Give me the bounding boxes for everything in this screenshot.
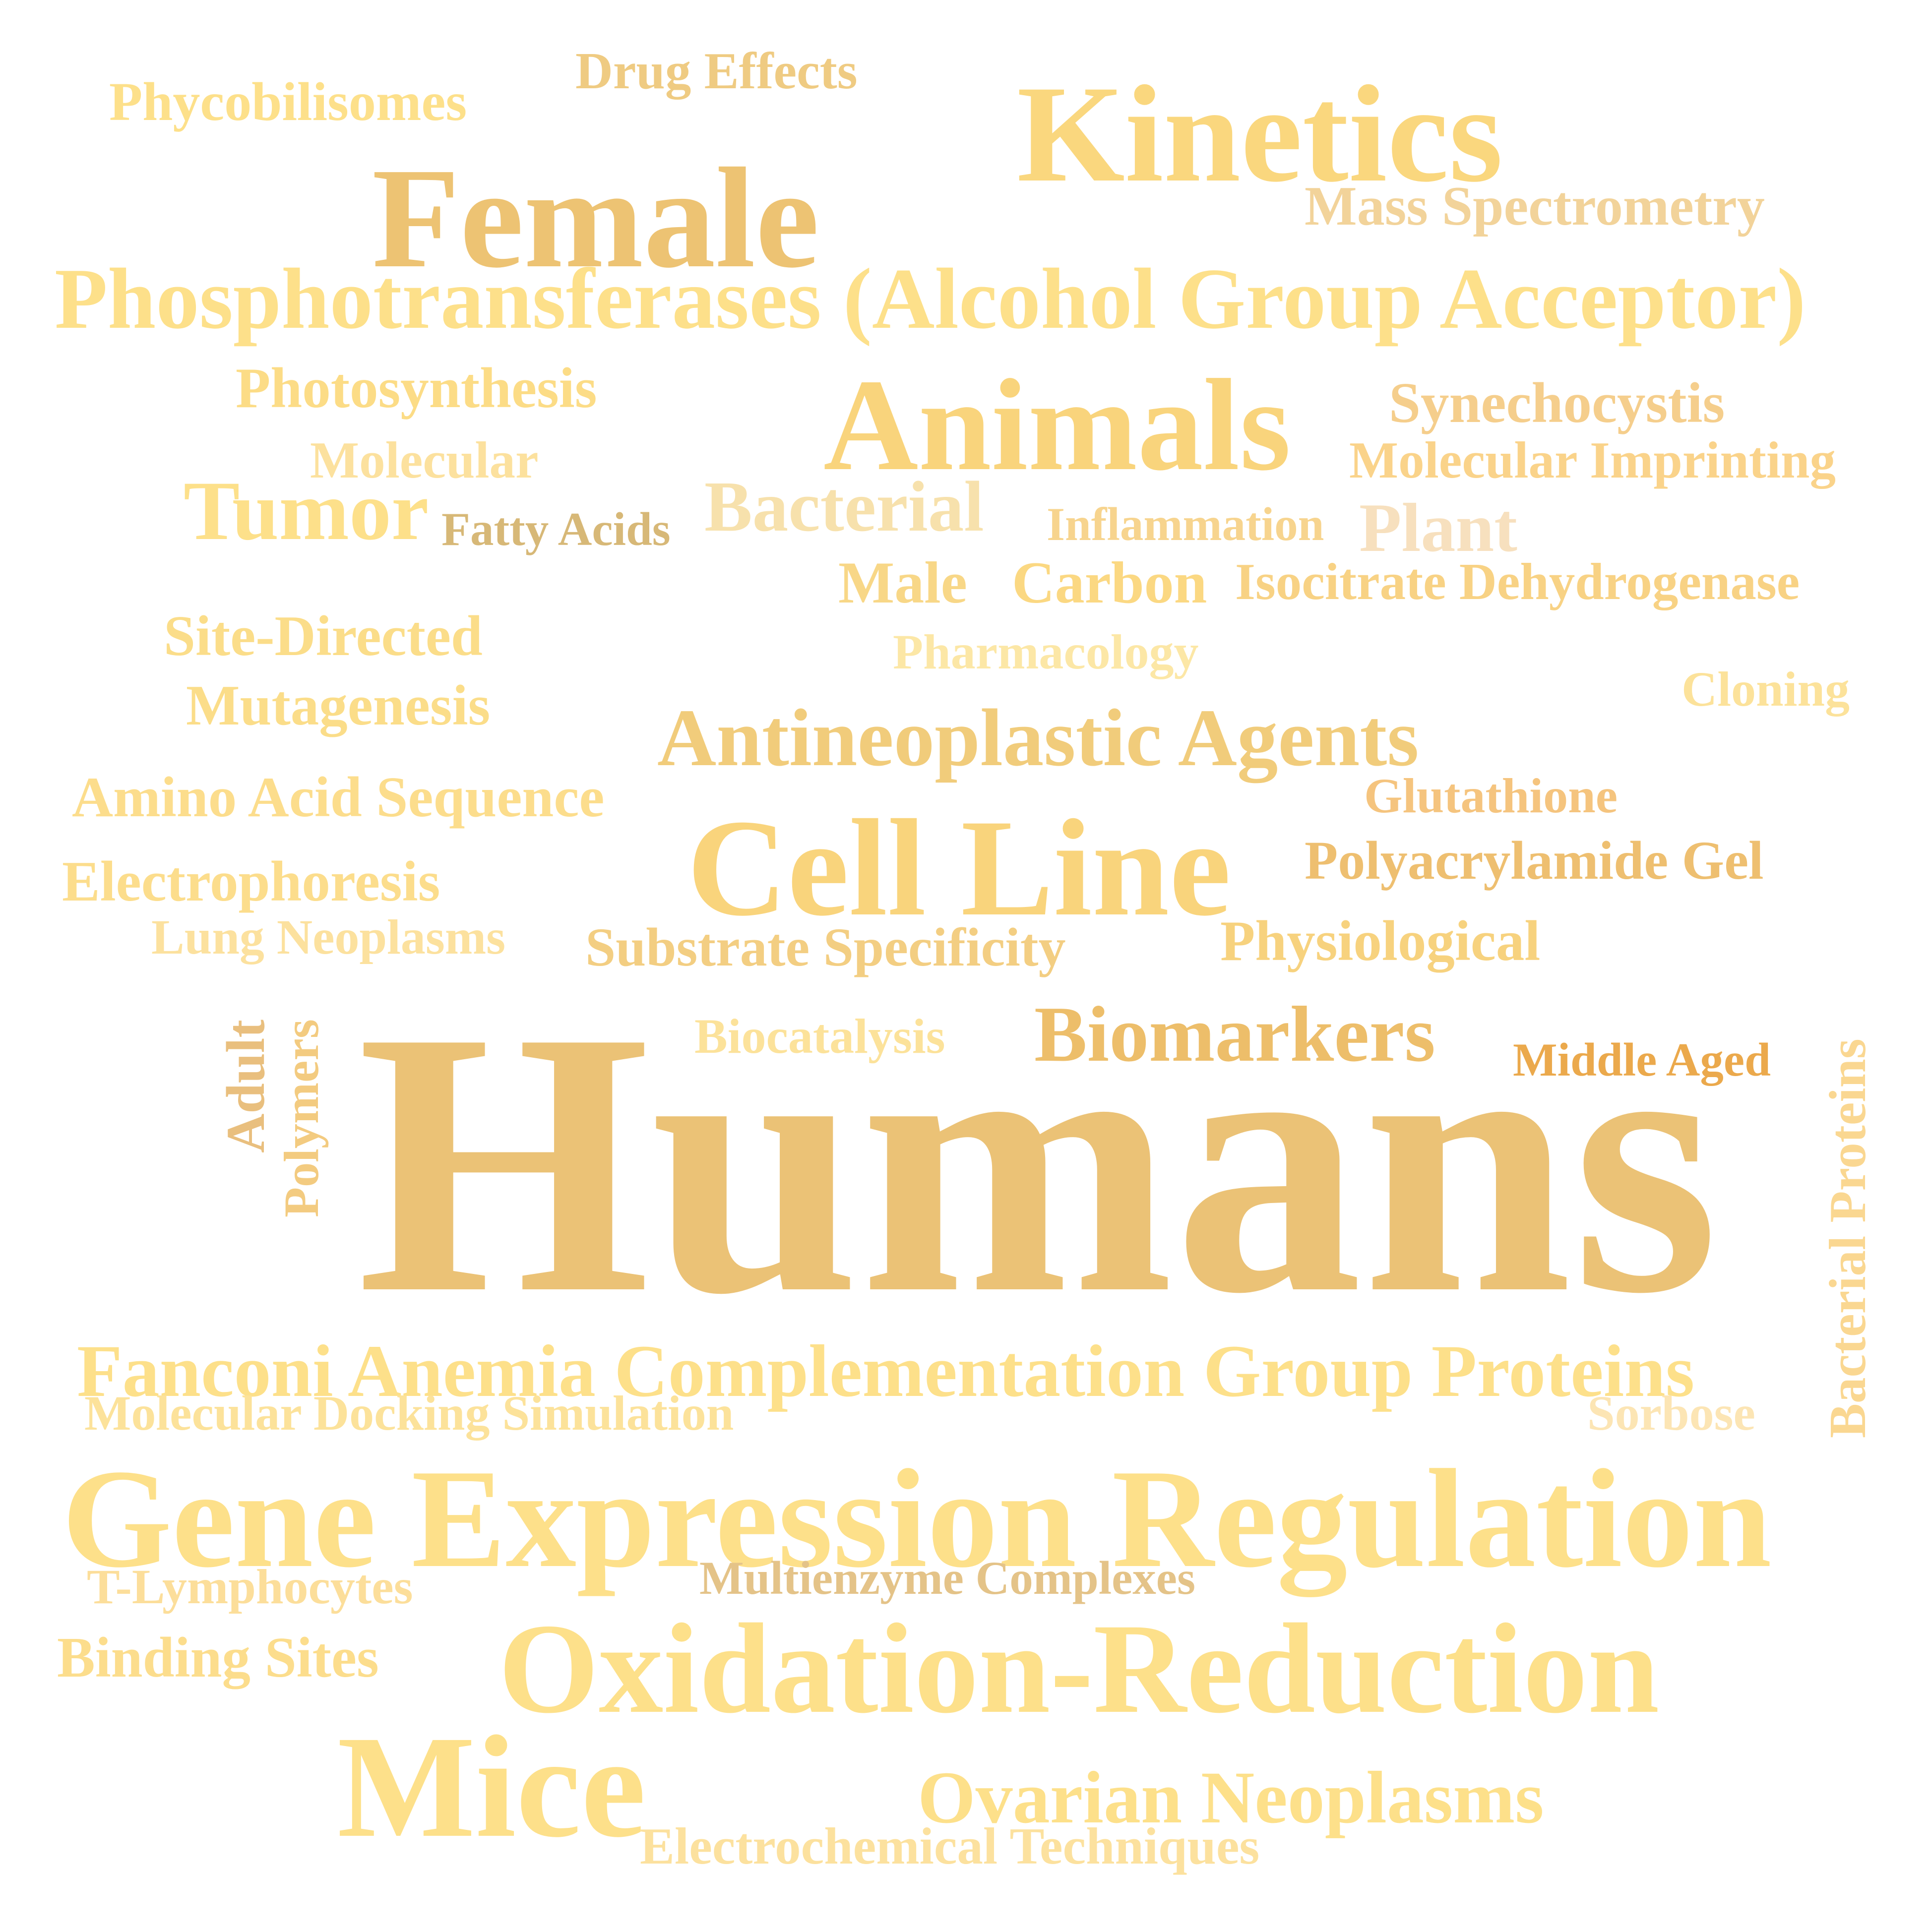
word-mutagenesis: Mutagenesis	[186, 674, 491, 737]
word-cloning: Cloning	[1682, 662, 1850, 717]
word-sorbose: Sorbose	[1587, 1386, 1755, 1441]
word-amino-acid-sequence: Amino Acid Sequence	[72, 766, 605, 829]
word-bacterial-proteins: Bacterial Proteins	[1818, 1038, 1876, 1438]
word-polymers: Polymers	[274, 1019, 329, 1217]
word-molecular-docking: Molecular Docking Simulation	[84, 1386, 734, 1441]
word-multienzyme: Multienzyme Complexes	[699, 1552, 1195, 1604]
word-middle-aged: Middle Aged	[1513, 1033, 1771, 1086]
word-mass-spectrometry: Mass Spectrometry	[1305, 176, 1765, 237]
word-synechocystis: Synechocystis	[1389, 371, 1725, 434]
word-molecular-imprinting: Molecular Imprinting	[1349, 431, 1836, 489]
word-cell-line: Cell Line	[687, 790, 1231, 945]
word-pharmacology: Pharmacology	[893, 624, 1199, 679]
word-molecular: Molecular	[310, 431, 539, 489]
word-binding-sites: Binding Sites	[57, 1626, 379, 1689]
word-isocitrate-dehydrogenase: Isocitrate Dehydrogenase	[1235, 552, 1800, 610]
word-antineoplastic-agents: Antineoplastic Agents	[657, 692, 1419, 783]
word-phosphotransferases: Phosphotransferases (Alcohol Group Accep…	[55, 250, 1806, 347]
word-tumor: Tumor	[184, 464, 429, 557]
word-bacterial: Bacterial	[704, 467, 984, 546]
word-biomarkers: Biomarkers	[1034, 990, 1435, 1078]
word-female: Female	[372, 138, 819, 298]
word-humans: Humans	[357, 954, 1719, 1371]
word-electrochemical: Electrochemical Techniques	[640, 1817, 1260, 1875]
word-physiological: Physiological	[1220, 909, 1541, 972]
word-substrate-specificity: Substrate Specificity	[585, 917, 1066, 977]
word-animals: Animals	[823, 353, 1291, 498]
word-biocatalysis: Biocatalysis	[694, 1009, 945, 1064]
word-fatty-acids: Fatty Acids	[441, 503, 671, 555]
word-plant: Plant	[1359, 489, 1517, 566]
word-kinetics: Kinetics	[1017, 57, 1503, 211]
word-t-lymphocytes: T-Lymphocytes	[87, 1559, 413, 1614]
word-mice: Mice	[337, 1705, 646, 1868]
word-ovarian-neoplasms: Ovarian Neoplasms	[918, 1756, 1544, 1839]
word-carbon: Carbon	[1012, 549, 1207, 615]
word-glutathione: Glutathione	[1364, 768, 1618, 823]
word-polyacrylamide-gel: Polyacrylamide Gel	[1305, 830, 1764, 891]
word-lung-neoplasms: Lung Neoplasms	[151, 909, 506, 965]
word-electrophoresis: Electrophoresis	[62, 850, 440, 913]
word-fanconi: Fanconi Anemia Complementation Group Pro…	[77, 1330, 1695, 1412]
word-photosynthesis: Photosynthesis	[236, 357, 597, 420]
word-oxidation-reduction: Oxidation-Reduction	[499, 1597, 1660, 1740]
word-phycobilisomes: Phycobilisomes	[109, 71, 467, 132]
word-gene-expression: Gene Expression Regulation	[62, 1440, 1772, 1597]
word-male: Male	[838, 549, 967, 615]
word-adult: Adult	[215, 1020, 276, 1153]
word-inflammation: Inflammation	[1047, 498, 1324, 550]
word-site-directed: Site-Directed	[164, 604, 483, 667]
word-drug-effects: Drug Effects	[575, 42, 858, 100]
